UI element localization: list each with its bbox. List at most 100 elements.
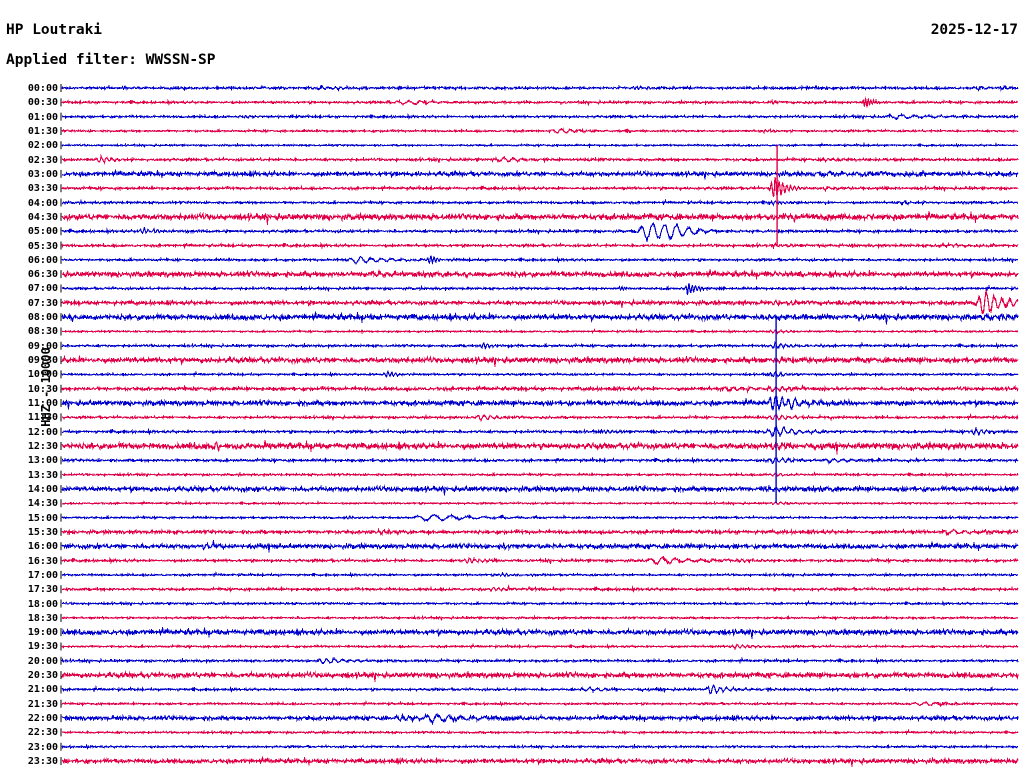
time-label: 00:30 — [27, 97, 58, 109]
time-label: 19:00 — [27, 627, 58, 639]
time-label: 11:00 — [27, 398, 58, 410]
time-label: 17:00 — [27, 569, 58, 581]
trace-line — [61, 383, 1019, 394]
time-label: 06:30 — [27, 269, 58, 281]
time-label: 00:00 — [27, 83, 58, 94]
time-label: 02:30 — [27, 154, 58, 166]
trace-line — [61, 627, 1019, 639]
trace-canvas — [60, 84, 1019, 767]
page-title: HP Loutraki — [6, 22, 103, 38]
time-label: 15:00 — [27, 512, 58, 524]
trace-line — [61, 153, 1019, 165]
time-label: 16:00 — [27, 541, 58, 553]
date-label: 2025-12-17 — [930, 22, 1018, 38]
trace-line — [61, 513, 1019, 523]
trace-line — [61, 395, 1019, 411]
time-label: 23:30 — [27, 756, 58, 768]
trace-line — [61, 684, 1019, 695]
time-label: 17:30 — [27, 584, 58, 596]
trace-line — [61, 571, 1019, 578]
time-label: 18:30 — [27, 612, 58, 624]
time-label: 22:30 — [27, 727, 58, 739]
trace-line — [61, 283, 1019, 296]
time-label: 14:30 — [27, 498, 58, 510]
time-label: 12:00 — [27, 426, 58, 438]
trace-line — [61, 743, 1019, 750]
time-label: 21:30 — [27, 698, 58, 710]
trace-line — [61, 354, 1019, 368]
trace-line — [61, 699, 1019, 708]
trace-line — [61, 84, 1019, 93]
time-label: 11:30 — [27, 412, 58, 424]
trace-line — [61, 222, 1019, 242]
trace-line — [61, 210, 1019, 225]
time-label: 20:30 — [27, 670, 58, 682]
trace-line — [61, 712, 1019, 726]
trace-line — [61, 728, 1019, 736]
trace-line — [61, 539, 1019, 553]
time-label: 04:30 — [27, 211, 58, 223]
trace-line — [61, 327, 1019, 335]
time-label: 07:00 — [27, 283, 58, 295]
time-label: 10:00 — [27, 369, 58, 381]
time-label: 21:00 — [27, 684, 58, 696]
time-label: 01:00 — [27, 111, 58, 123]
trace-line — [61, 127, 1019, 135]
trace-line — [61, 439, 1019, 455]
trace-line — [61, 470, 1019, 478]
trace-line — [61, 340, 1019, 350]
time-label: 12:30 — [27, 441, 58, 452]
trace-line — [61, 241, 1019, 250]
time-label: 09:30 — [27, 355, 58, 367]
trace-line — [61, 96, 1019, 108]
trace-line — [61, 268, 1019, 280]
trace-line — [61, 112, 1019, 121]
time-label: 09:00 — [27, 340, 58, 352]
trace-line — [61, 369, 1019, 378]
trace-line — [61, 141, 1019, 149]
time-label: 14:00 — [27, 483, 58, 495]
trace-line — [61, 656, 1019, 665]
time-label: 08:30 — [27, 326, 58, 338]
trace-line — [61, 289, 1019, 314]
trace-line — [61, 527, 1019, 537]
trace-line — [61, 599, 1019, 607]
time-label: 22:00 — [27, 713, 58, 725]
time-label: 06:00 — [27, 254, 58, 266]
trace-line — [61, 198, 1019, 207]
time-label: 08:00 — [27, 312, 58, 324]
time-label: 13:30 — [27, 469, 58, 481]
time-label: 03:30 — [27, 183, 58, 195]
helicorder-plot: 00:00 00:30 01:00 01:30 02:00 02:30 03:00 03:30… — [0, 78, 1024, 778]
trace-line — [61, 670, 1019, 682]
time-label: 20:00 — [27, 655, 58, 667]
trace-line — [61, 614, 1019, 621]
time-label: 02:00 — [27, 140, 58, 152]
time-label: 01:30 — [27, 125, 58, 137]
time-label: 04:00 — [27, 197, 58, 209]
trace-line — [61, 456, 1019, 465]
time-label: 16:30 — [27, 555, 58, 567]
applied-filter-label: Applied filter: WWSSN-SP — [6, 52, 216, 68]
trace-line — [61, 556, 1019, 566]
time-label: 15:30 — [27, 526, 58, 538]
trace-line — [61, 176, 1019, 198]
trace-line — [61, 311, 1019, 325]
trace-line — [61, 255, 1019, 266]
trace-line — [61, 584, 1019, 594]
time-label: 05:00 — [27, 226, 58, 238]
time-label: 23:00 — [27, 741, 58, 753]
time-label: 05:30 — [27, 240, 58, 252]
trace-line — [61, 412, 1019, 422]
time-label: 07:30 — [27, 297, 58, 309]
time-label: 10:30 — [27, 383, 58, 395]
time-label: 18:00 — [27, 598, 58, 610]
trace-line — [61, 499, 1019, 506]
time-label: 13:00 — [27, 455, 58, 467]
trace-line — [61, 642, 1019, 651]
trace-line — [61, 424, 1019, 438]
trace-line — [61, 484, 1019, 496]
trace-line — [61, 756, 1019, 767]
time-label: 03:00 — [27, 168, 58, 180]
